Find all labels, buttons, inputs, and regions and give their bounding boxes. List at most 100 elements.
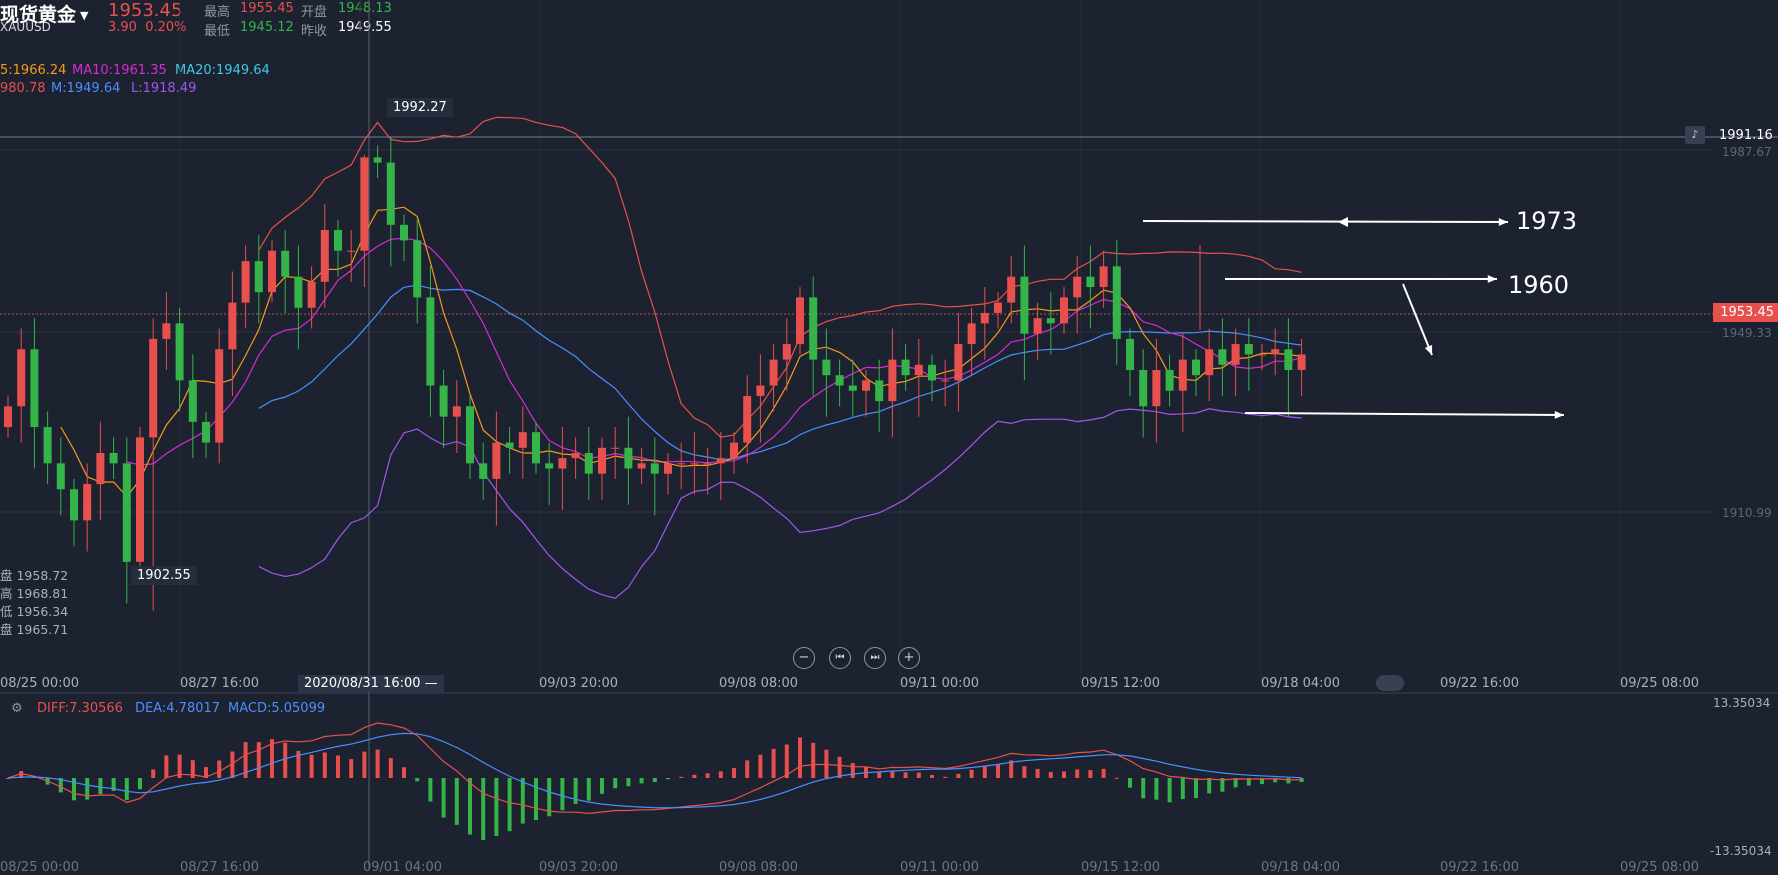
candle-body [1086, 276, 1095, 288]
macd-bar [784, 744, 789, 778]
instrument-title[interactable]: 现货黄金 ▼ [0, 4, 89, 26]
low-label: 最低 [204, 24, 231, 39]
candle-body [888, 359, 897, 402]
annotation-arrow-1960-head [1487, 275, 1497, 283]
boll-up-legend: 980.78 [0, 81, 46, 96]
candle-body [1205, 349, 1214, 376]
macd-bar [468, 778, 472, 835]
macd-bar [771, 748, 776, 778]
boll-lower-line [258, 408, 1302, 599]
candle-body [162, 323, 171, 339]
macd-bar [428, 778, 433, 802]
macd-bar [1220, 778, 1225, 792]
high-label: 最高 [204, 5, 231, 20]
macd-bar [916, 772, 921, 778]
x-tick: 09/18 04:00 [1261, 676, 1341, 691]
macd-bar [573, 778, 578, 804]
chevron-down-icon[interactable]: ▼ [80, 9, 89, 22]
zoom-out-button[interactable]: − [793, 647, 815, 669]
x-tick: 09/08 08:00 [719, 676, 799, 691]
macd-bar [679, 776, 684, 778]
candle-body [149, 338, 158, 438]
macd-bar [1128, 778, 1132, 788]
candle-body [1020, 276, 1029, 334]
jump-end-button[interactable]: ⏭ [864, 647, 886, 669]
macd-bar [560, 778, 565, 811]
candle-body [1099, 266, 1108, 288]
annotation-arrow-1973-left-head [1338, 217, 1348, 227]
macd-bar [58, 778, 63, 793]
last-price: 1953.45 [108, 0, 183, 21]
annotation-arrow-down [1402, 283, 1433, 356]
candle-body [637, 463, 646, 469]
candle-body [822, 359, 831, 376]
macd-diff-line [7, 722, 1302, 815]
macd-bar [1180, 778, 1185, 800]
annotation-1960: 1960 [1508, 271, 1570, 299]
boll-upper-line [258, 116, 1302, 438]
macd-bar [375, 749, 380, 778]
macd-bar [230, 751, 235, 778]
macd-bar [309, 754, 314, 778]
candle-body [730, 442, 738, 459]
candle-body [835, 375, 844, 386]
bell-icon[interactable]: ♪ [1685, 126, 1705, 144]
macd-bar [481, 778, 486, 840]
macd-bar [1022, 766, 1027, 778]
macd-bar [586, 778, 591, 801]
annotation-arrow-support-head [1554, 411, 1564, 419]
y-tick: 1910.99 [1722, 506, 1772, 520]
candle-body [1112, 266, 1121, 339]
macd-bar [1088, 770, 1093, 778]
high-value: 1955.45 [240, 1, 294, 16]
macd-bar [969, 769, 974, 778]
candle-body [334, 230, 342, 251]
candle-body [980, 312, 989, 324]
candle-body [862, 380, 870, 391]
macd-bar [652, 778, 657, 783]
macd-bar [943, 776, 948, 778]
candle-body [1231, 344, 1240, 365]
candle-body [1244, 344, 1253, 355]
candle-body [294, 276, 303, 308]
macd-bar [890, 770, 895, 778]
macd-bar [1062, 771, 1066, 778]
macd-bar [151, 769, 156, 778]
macd-bar [1009, 760, 1014, 778]
macd-bar [494, 778, 499, 836]
macd-diff-legend: DIFF:7.30566 [37, 701, 123, 716]
macd-bar [520, 778, 525, 824]
macd-bar [1075, 769, 1080, 778]
annotation-arrow-support [1244, 412, 1565, 416]
candle-body [1046, 318, 1055, 324]
macd-bar [256, 742, 261, 778]
macd-bar [85, 778, 90, 800]
candle-body [901, 359, 910, 376]
macd-dea-legend: DEA:4.78017 [135, 701, 221, 716]
candle-body [1139, 370, 1148, 407]
candle-body [558, 458, 567, 469]
macd-bar [296, 750, 301, 778]
macd-bar [1194, 778, 1198, 799]
x-tick: 09/03 20:00 [539, 676, 619, 691]
candle-body [571, 452, 580, 459]
prev-close-value: 1949.55 [338, 20, 392, 35]
toggle-icon[interactable] [1376, 675, 1404, 691]
jump-start-button[interactable]: ⏮ [829, 647, 851, 669]
macd-bar [1246, 778, 1251, 786]
settings-icon[interactable]: ⚙ [11, 701, 23, 716]
candle-body [413, 240, 422, 298]
candle-body [30, 349, 39, 428]
macd-bar [626, 778, 631, 787]
macd-bar [98, 778, 103, 795]
x-tick: 09/25 08:00 [1620, 676, 1700, 691]
macd-bar [692, 774, 697, 778]
candle-body [136, 437, 144, 562]
candle-body [307, 281, 316, 308]
macd-bar [798, 737, 802, 778]
zoom-in-button[interactable]: + [898, 647, 920, 669]
candle-body [967, 323, 976, 345]
macd-bar [177, 754, 182, 778]
candle-body [386, 162, 395, 225]
